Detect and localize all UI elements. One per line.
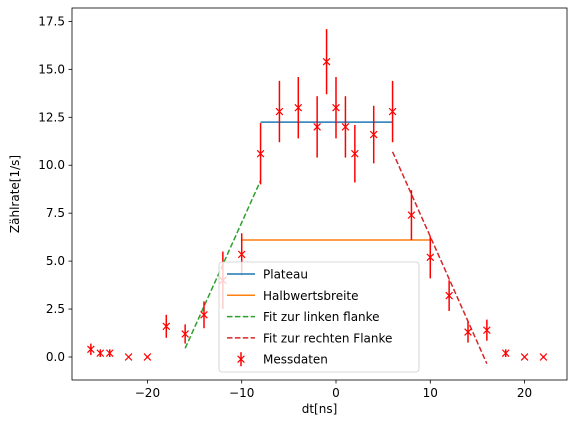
y-tick-label: 15.0: [38, 62, 65, 76]
y-tick-label: 5.0: [46, 254, 65, 268]
legend-label: Messdaten: [263, 353, 328, 367]
y-axis-label: Zählrate[1/s]: [8, 155, 22, 233]
y-tick-label: 10.0: [38, 158, 65, 172]
y-tick-label: 7.5: [46, 206, 65, 220]
x-tick-label: 20: [517, 386, 532, 400]
x-tick-label: −10: [229, 386, 254, 400]
legend-label: Fit zur rechten Flanke: [263, 331, 392, 345]
legend-label: Fit zur linken flanke: [263, 310, 380, 324]
x-axis-label: dt[ns]: [302, 402, 338, 416]
y-tick-label: 2.5: [46, 302, 65, 316]
legend-label: Halbwertsbreite: [263, 289, 359, 303]
y-tick-label: 0.0: [46, 350, 65, 364]
x-tick-label: 0: [332, 386, 340, 400]
x-tick-label: 10: [423, 386, 438, 400]
legend-label: Plateau: [263, 268, 308, 282]
y-tick-label: 17.5: [38, 14, 65, 28]
x-tick-label: −20: [135, 386, 160, 400]
y-tick-label: 12.5: [38, 110, 65, 124]
legend: Plateau Halbwertsbreite Fit zur linken fla…: [219, 262, 419, 372]
